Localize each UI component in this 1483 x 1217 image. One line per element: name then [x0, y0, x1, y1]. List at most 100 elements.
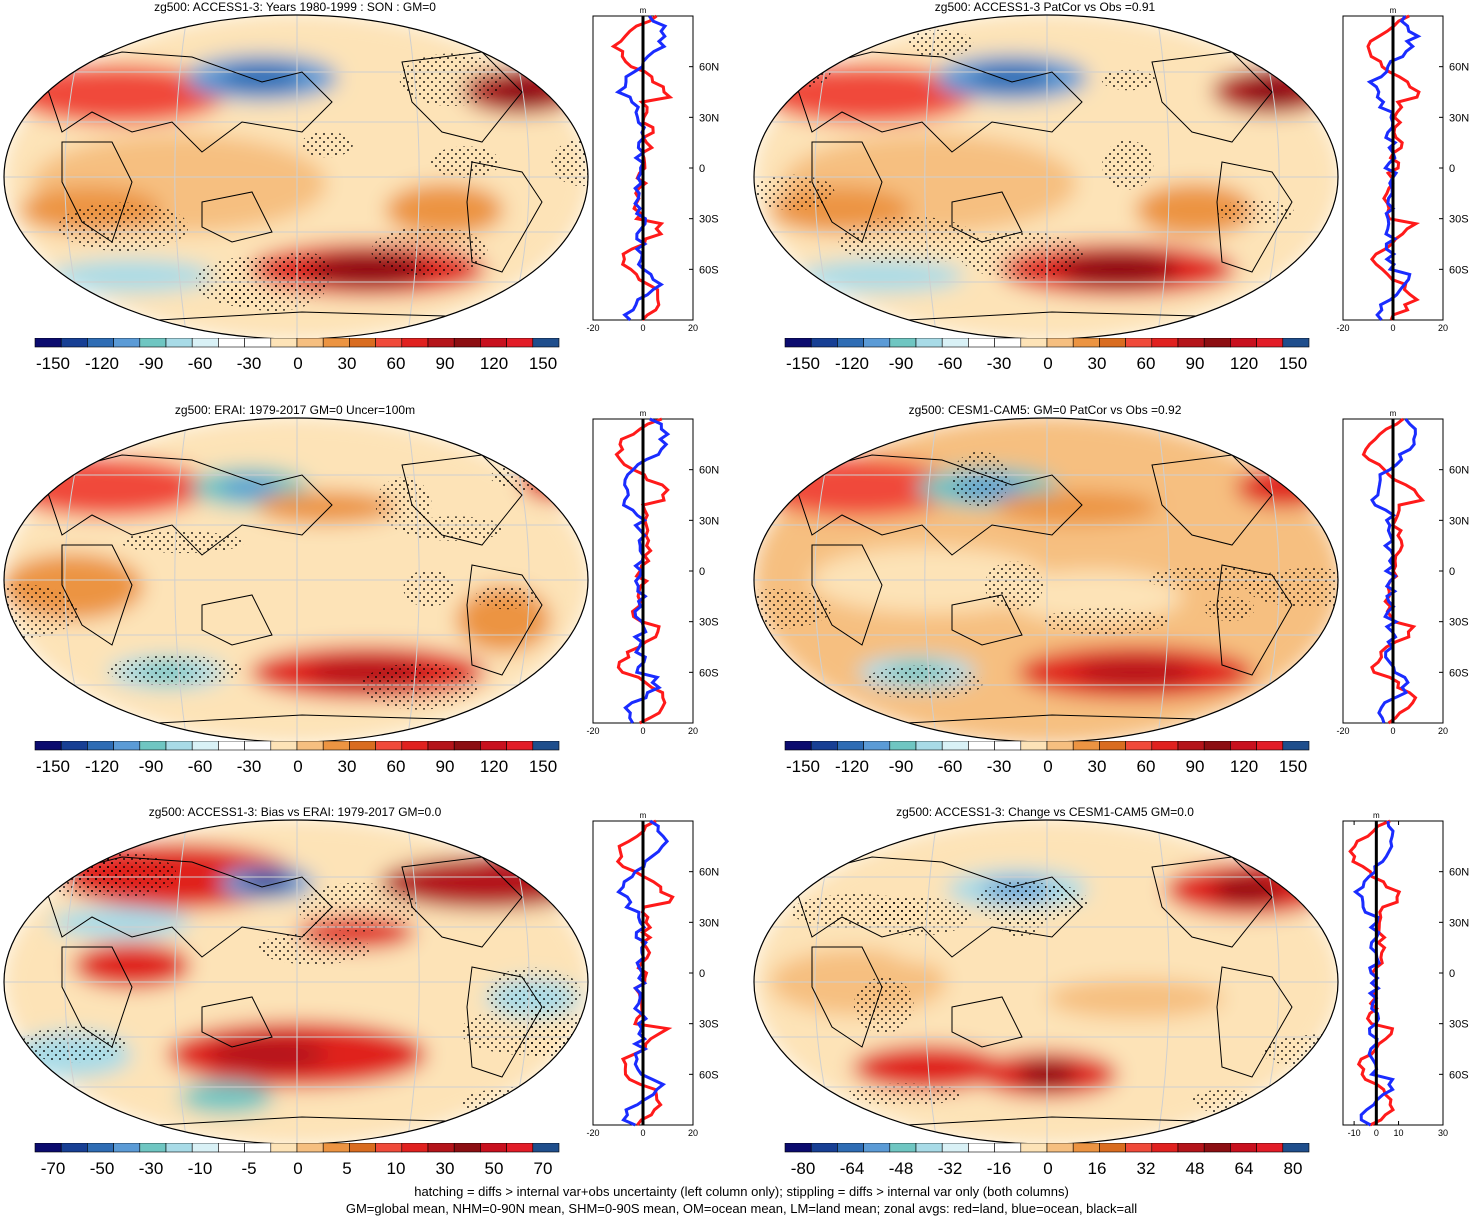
colorbar-swatch — [1282, 1143, 1310, 1153]
colorbar-tick-label: -16 — [987, 1159, 1012, 1178]
zonal-mean-plot: m -20 0 20 60N 30N 0 30S 60S — [1336, 6, 1469, 333]
colorbar-swatch — [968, 741, 995, 751]
colorbar-tick-label: -150 — [786, 354, 820, 373]
colorbar-swatch — [1203, 1143, 1231, 1153]
colorbar-swatch — [506, 1143, 534, 1153]
colorbar-tick-label: -60 — [938, 354, 963, 373]
zonal-lat-label: 0 — [699, 163, 705, 175]
colorbar-swatch — [837, 741, 864, 751]
colorbar-tick-label: 120 — [1230, 354, 1258, 373]
colorbar-tick-label: -90 — [139, 757, 164, 776]
colorbar-tick-label: 70 — [534, 1159, 553, 1178]
zonal-mean-plot: m -20 0 20 60N 30N 0 30S 60S — [586, 409, 719, 736]
zonal-lat-label: 60S — [1449, 667, 1469, 679]
colorbar-tick-label: -5 — [241, 1159, 256, 1178]
colorbar-swatch — [1230, 338, 1257, 348]
zonal-xtick-label: 0 — [1374, 1128, 1379, 1138]
colorbar-swatch — [427, 1143, 455, 1153]
colorbar-swatch — [322, 1143, 350, 1153]
colorbar: -150 -120 -90 -60 -30 0 30 60 90 120 150 — [784, 741, 1310, 776]
colorbar-tick-label: 120 — [480, 354, 508, 373]
colorbar-tick-label: -120 — [835, 354, 869, 373]
colorbar-swatch — [915, 741, 943, 751]
field-anomaly-11 — [385, 183, 504, 237]
zonal-lat-label: 0 — [699, 566, 705, 578]
zonal-lat-label: 60N — [699, 867, 719, 879]
panel-5: zg500: ACCESS1-3: Bias vs ERAI: 1979-201… — [0, 805, 733, 1185]
zonal-unit-label: m — [1373, 811, 1380, 820]
colorbar-swatch — [375, 338, 403, 348]
colorbar-tick-label: 0 — [1043, 757, 1052, 776]
zonal-lat-label: 60N — [699, 465, 719, 477]
colorbar-swatch — [941, 741, 969, 751]
field-anomaly-6 — [72, 942, 191, 989]
colorbar-swatch — [270, 1143, 298, 1153]
zonal-lat-label: 30N — [1449, 917, 1469, 929]
colorbar-swatch — [1099, 741, 1126, 751]
colorbar-tick-label: 30 — [436, 1159, 455, 1178]
colorbar-swatch — [915, 1143, 943, 1153]
colorbar-tick-label: -90 — [889, 354, 914, 373]
colorbar-swatch — [506, 741, 534, 751]
colorbar-swatch — [889, 1143, 917, 1153]
colorbar-swatch — [1151, 741, 1179, 751]
colorbar-tick-label: 30 — [1088, 354, 1107, 373]
colorbar-swatch — [810, 1143, 838, 1153]
colorbar-swatch — [889, 338, 917, 348]
panel-4: zg500: CESM1-CAM5: GM=0 PatCor vs Obs =0… — [750, 403, 1483, 783]
colorbar-tick-label: 5 — [342, 1159, 351, 1178]
colorbar-swatch — [784, 338, 812, 348]
colorbar-swatch — [244, 741, 272, 751]
colorbar-tick-label: 150 — [529, 354, 557, 373]
colorbar-tick-label: -48 — [889, 1159, 914, 1178]
panel-1: zg500: ACCESS1-3: Years 1980-1999 : SON … — [0, 0, 733, 380]
colorbar-tick-label: -30 — [139, 1159, 164, 1178]
colorbar-swatch — [863, 1143, 891, 1153]
colorbar-swatch — [427, 338, 455, 348]
colorbar: -70 -50 -30 -10 -5 0 5 10 30 50 70 — [34, 1143, 560, 1178]
zonal-lat-label: 30S — [1449, 1019, 1469, 1031]
colorbar-tick-label: -30 — [237, 757, 262, 776]
colorbar-swatch — [191, 338, 219, 348]
field-anomaly-4 — [521, 461, 588, 501]
zonal-lat-label: 30N — [1449, 515, 1469, 527]
zonal-lat-label: 30N — [1449, 112, 1469, 124]
map-title: zg500: ACCESS1-3 PatCor vs Obs =0.91 — [934, 0, 1156, 14]
colorbar-swatch — [1256, 741, 1284, 751]
zonal-lat-label: 60N — [699, 62, 719, 74]
colorbar-swatch — [1125, 338, 1153, 348]
colorbar-swatch — [60, 741, 88, 751]
colorbar-tick-label: 90 — [1186, 354, 1205, 373]
colorbar-swatch — [1072, 1143, 1100, 1153]
colorbar-swatch — [218, 338, 245, 348]
colorbar-tick-label: -32 — [938, 1159, 963, 1178]
zonal-xtick-label: -20 — [586, 323, 599, 333]
colorbar-swatch — [1151, 338, 1179, 348]
colorbar-tick-label: -60 — [188, 757, 213, 776]
colorbar-tick-label: -90 — [139, 354, 164, 373]
zonal-xtick-label: 0 — [1390, 726, 1395, 736]
colorbar-tick-label: 50 — [485, 1159, 504, 1178]
zonal-mean-plot: m -20 0 20 60N 30N 0 30S 60S — [586, 6, 719, 333]
zonal-lat-label: 60S — [699, 1069, 719, 1081]
zonal-mean-plot: m -10 0 10 30 60N 30N 0 30S 60S — [1342, 811, 1469, 1138]
zonal-unit-label: m — [1390, 409, 1397, 418]
colorbar-swatch — [375, 741, 403, 751]
map-title: zg500: ACCESS1-3: Change vs CESM1-CAM5 G… — [896, 805, 1194, 819]
colorbar-swatch — [1020, 741, 1048, 751]
zonal-ocean-series — [1370, 418, 1417, 724]
colorbar-swatch — [941, 1143, 969, 1153]
colorbar-swatch — [784, 1143, 812, 1153]
colorbar-tick-label: 30 — [1088, 757, 1107, 776]
field-anomaly-9 — [887, 932, 1030, 966]
colorbar-tick-label: 0 — [293, 1159, 302, 1178]
colorbar-swatch — [784, 741, 812, 751]
zonal-lat-label: 60S — [1449, 1069, 1469, 1081]
field-anomaly-3 — [970, 64, 1053, 92]
colorbar-swatch — [1177, 741, 1205, 751]
colorbar-tick-label: -50 — [90, 1159, 115, 1178]
colorbar: -80 -64 -48 -32 -16 0 16 32 48 64 80 — [784, 1143, 1310, 1178]
zonal-xtick-label: -10 — [1348, 1128, 1361, 1138]
colorbar-swatch — [139, 338, 167, 348]
colorbar-tick-label: -10 — [188, 1159, 213, 1178]
